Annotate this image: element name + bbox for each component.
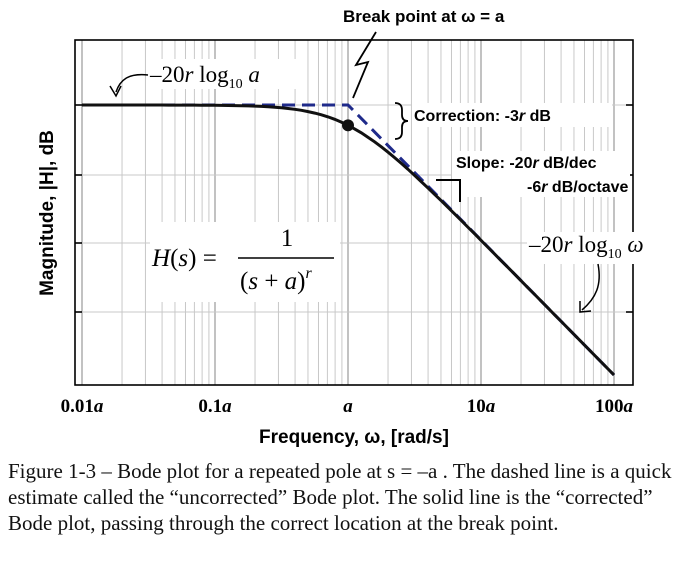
tf-numerator: 1 xyxy=(281,225,294,252)
slope-r1: r xyxy=(532,155,539,172)
breakpoint-title: Break point at ω = a xyxy=(343,7,505,26)
low-asymptote-main: –20r log xyxy=(149,62,229,87)
slope-indicator xyxy=(436,179,461,202)
low-asymptote-label: –20r log10 a xyxy=(149,62,260,92)
x-tick-label: 10a xyxy=(467,396,496,417)
low-asymptote-arrowhead xyxy=(109,85,122,98)
figure-caption: Figure 1-3 – Bode plot for a repeated po… xyxy=(8,459,672,535)
low-asymptote-sub: 10 xyxy=(229,77,243,92)
correction-bg xyxy=(412,103,612,127)
x-tick-labels: 0.01a 0.1a a 10a 100a xyxy=(61,396,634,417)
breakpoint-pointer-bolt xyxy=(352,31,377,99)
correction-bracket xyxy=(394,102,409,140)
high-asymptote-arrowhead xyxy=(579,301,592,313)
high-asymptote-arrow xyxy=(581,263,600,311)
high-asymptote-r: r xyxy=(564,232,574,257)
high-asymptote-var: ω xyxy=(622,232,644,257)
plot-grid xyxy=(75,40,633,385)
x-tick-label: 0.1a xyxy=(198,396,232,417)
plot-frame xyxy=(74,39,634,386)
tf-denominator: (s + a)r xyxy=(240,265,313,295)
equation-bg xyxy=(150,222,340,302)
bode-plot-figure: 0.01a 0.1a a 10a 100a Magnitude, |H|, dB Fre… xyxy=(37,7,671,448)
transfer-function: H(s) = 1 (s + a)r xyxy=(151,225,334,295)
high-asymptote-bg xyxy=(527,232,671,264)
breakpoint-marker xyxy=(342,119,354,132)
low-asymptote-bg xyxy=(148,59,298,89)
x-tick-label: 0.01a xyxy=(61,396,104,417)
x-tick-label: a xyxy=(343,396,353,417)
high-asymptote-sub: 10 xyxy=(608,247,622,262)
slope-label-line1: Slope: -20r dB/dec xyxy=(456,155,597,172)
tf-lhs: H(s) = xyxy=(151,245,217,272)
low-asymptote-var: a xyxy=(243,62,260,87)
slope-bg xyxy=(452,151,630,197)
x-axis-label: Frequency, ω, [rad/s] xyxy=(259,427,449,448)
correction-r: r xyxy=(519,108,526,125)
correction-label: Correction: -3r dB xyxy=(414,108,551,125)
y-axis-label: Magnitude, |H|, dB xyxy=(37,130,58,296)
slope-label-line2: -6r dB/octave xyxy=(527,179,628,196)
low-asymptote-arrow xyxy=(115,73,149,93)
x-tick-label: 100a xyxy=(595,396,634,417)
slope-r2: r xyxy=(541,179,548,196)
x-axis-label-text: Frequency, ω, [rad/s] xyxy=(259,427,449,448)
